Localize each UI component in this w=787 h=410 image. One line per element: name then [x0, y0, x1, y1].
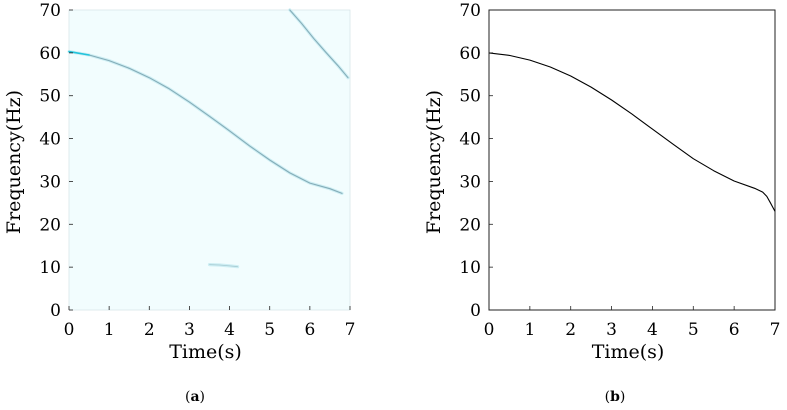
y-tick-label-b: 50	[459, 87, 481, 107]
ridge-line-a-0	[68, 51, 343, 194]
x-tick-label-a: 3	[184, 320, 195, 340]
y-tick-label-b: 0	[470, 301, 481, 321]
x-tick-label-b: 2	[565, 320, 576, 340]
y-tick-label-a: 20	[39, 215, 61, 235]
y-tick-label-a: 30	[39, 172, 61, 192]
y-tick-label-b: 30	[459, 172, 481, 192]
y-tick-label-a: 60	[39, 44, 61, 64]
y-axis-title-a: Frequency(Hz)	[3, 90, 25, 234]
ridge-line-a-2	[209, 264, 239, 268]
x-tick-label-a: 1	[104, 320, 115, 340]
panel-b-frequency-curve: 0 1 2 3 4 5 6 7010203040506070Time(s)Frequency(…	[423, 1, 780, 405]
ridge-line-a-1	[289, 9, 349, 79]
x-axis-title-a: Time(s)	[169, 341, 242, 363]
panel-a-spectrogram: 0 1 2 3 4 5 6 7010203040506070Time(s)Frequency(…	[3, 1, 355, 405]
y-tick-label-b: 10	[459, 258, 481, 278]
x-tick-label-b: 6	[729, 320, 740, 340]
y-tick-label-a: 40	[39, 130, 61, 150]
plot-area-a	[68, 9, 351, 311]
x-tick-label-b: 0	[484, 320, 495, 340]
x-tick-label-b: 1	[524, 320, 535, 340]
panel-label-b: (b)	[605, 389, 626, 405]
panel-label-letter-a: a	[190, 389, 199, 405]
x-tick-label-b: 3	[606, 320, 617, 340]
y-tick-label-a: 70	[39, 1, 61, 21]
y-tick-label-b: 40	[459, 130, 481, 150]
x-tick-label-a: 5	[264, 320, 275, 340]
series-line-b-0	[488, 52, 776, 212]
panel-label-a: (a)	[185, 389, 205, 405]
y-tick-label-b: 70	[459, 1, 481, 21]
panel-label-close-b: )	[620, 389, 625, 405]
x-tick-label-a: 2	[144, 320, 155, 340]
panel-label-open-b: (	[605, 389, 610, 405]
panel-label-close-a: )	[200, 389, 205, 405]
x-tick-label-a: 4	[224, 320, 235, 340]
y-tick-label-a: 50	[39, 87, 61, 107]
x-tick-label-a: 6	[304, 320, 315, 340]
y-tick-label-a: 10	[39, 258, 61, 278]
x-tick-label-b: 4	[647, 320, 658, 340]
panel-label-letter-b: b	[610, 389, 620, 405]
x-tick-label-b: 5	[688, 320, 699, 340]
y-axis-title-b: Frequency(Hz)	[423, 90, 445, 234]
x-tick-label-a: 0	[64, 320, 75, 340]
x-axis-title-b: Time(s)	[592, 341, 665, 363]
x-tick-label-b: 7	[770, 320, 781, 340]
y-tick-label-a: 0	[50, 301, 61, 321]
panel-label-open-a: (	[185, 389, 190, 405]
y-tick-label-b: 20	[459, 215, 481, 235]
plot-area-b	[488, 9, 776, 311]
y-tick-label-b: 60	[459, 44, 481, 64]
x-tick-label-a: 7	[345, 320, 356, 340]
ridge-highlight-a	[68, 50, 90, 56]
